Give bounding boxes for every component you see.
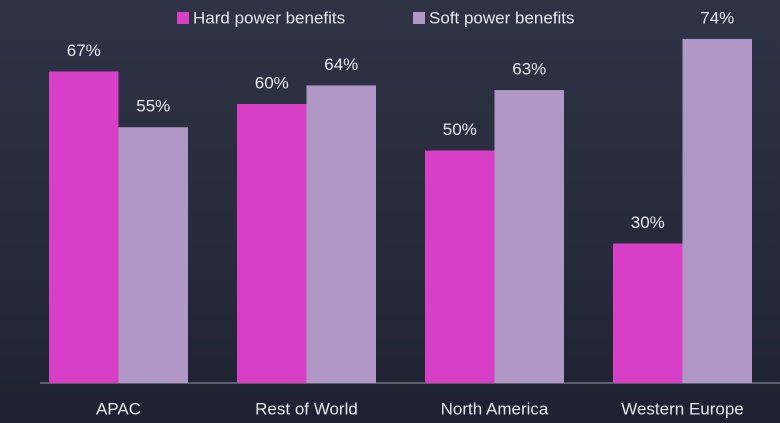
legend-label: Soft power benefits bbox=[429, 8, 575, 27]
x-tick-label: North America bbox=[441, 399, 549, 418]
value-label: 55% bbox=[136, 97, 170, 116]
page: {"chart_data": {"type": "bar", "categori… bbox=[0, 0, 780, 423]
legend-label: Hard power benefits bbox=[193, 8, 345, 27]
bar bbox=[495, 90, 565, 383]
x-tick-label: Western Europe bbox=[621, 399, 744, 418]
value-label: 64% bbox=[324, 55, 358, 74]
bar bbox=[119, 127, 189, 383]
x-tick-label: APAC bbox=[96, 399, 141, 418]
bar bbox=[425, 151, 495, 384]
bar bbox=[49, 71, 119, 383]
legend-swatch bbox=[413, 12, 425, 24]
bar bbox=[237, 104, 307, 383]
bar bbox=[613, 244, 683, 384]
x-tick-label: Rest of World bbox=[255, 399, 358, 418]
value-label: 67% bbox=[67, 41, 101, 60]
chart: Hard power benefits Soft power benefits A… bbox=[0, 0, 780, 423]
value-label: 63% bbox=[512, 60, 546, 79]
value-label: 74% bbox=[700, 8, 734, 27]
value-label: 60% bbox=[255, 73, 289, 92]
bar bbox=[307, 85, 377, 383]
bar bbox=[683, 39, 753, 383]
legend-swatch bbox=[177, 12, 189, 24]
value-label: 30% bbox=[631, 213, 665, 232]
value-label: 50% bbox=[443, 120, 477, 139]
